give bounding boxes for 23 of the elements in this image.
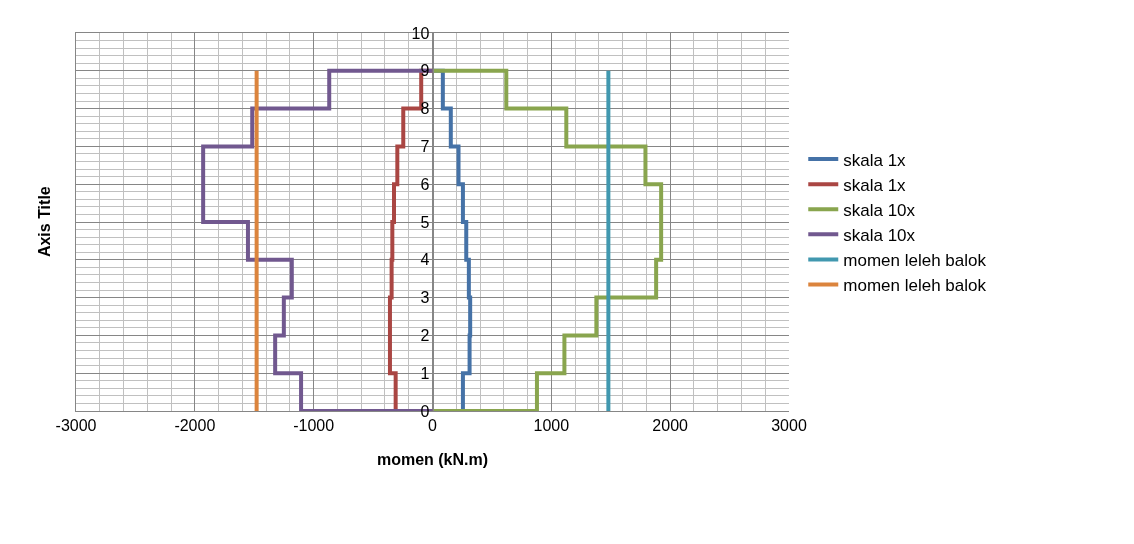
y-tick-label: 3 (420, 289, 430, 307)
legend-label: skala 10x (843, 225, 916, 245)
y-tick-label: 2 (420, 327, 430, 344)
y-tick-label: 5 (420, 213, 430, 231)
y-tick-label: 8 (420, 100, 430, 118)
legend-label: momen leleh balok (843, 251, 987, 271)
x-tick-label: -2000 (174, 417, 216, 435)
y-tick-label: 1 (420, 364, 430, 382)
legend-label: skala 1x (843, 150, 907, 170)
x-tick-label: 2000 (652, 417, 689, 435)
legend-label: skala 10x (843, 200, 916, 220)
y-tick-label: 10 (411, 24, 430, 42)
x-tick-label: 1000 (533, 417, 570, 435)
x-tick-label: 3000 (771, 417, 807, 435)
y-axis-title: Axis Title (36, 186, 54, 258)
y-tick-label: 4 (420, 251, 430, 269)
legend-label: skala 1x (843, 175, 907, 195)
x-axis-title: momen (kN.m) (376, 450, 489, 468)
legend-label: momen leleh balok (843, 276, 987, 296)
y-tick-label: 7 (420, 138, 430, 155)
x-tick-label: -3000 (55, 417, 97, 435)
y-tick-label: 6 (420, 175, 430, 193)
x-tick-label: -1000 (293, 417, 335, 435)
